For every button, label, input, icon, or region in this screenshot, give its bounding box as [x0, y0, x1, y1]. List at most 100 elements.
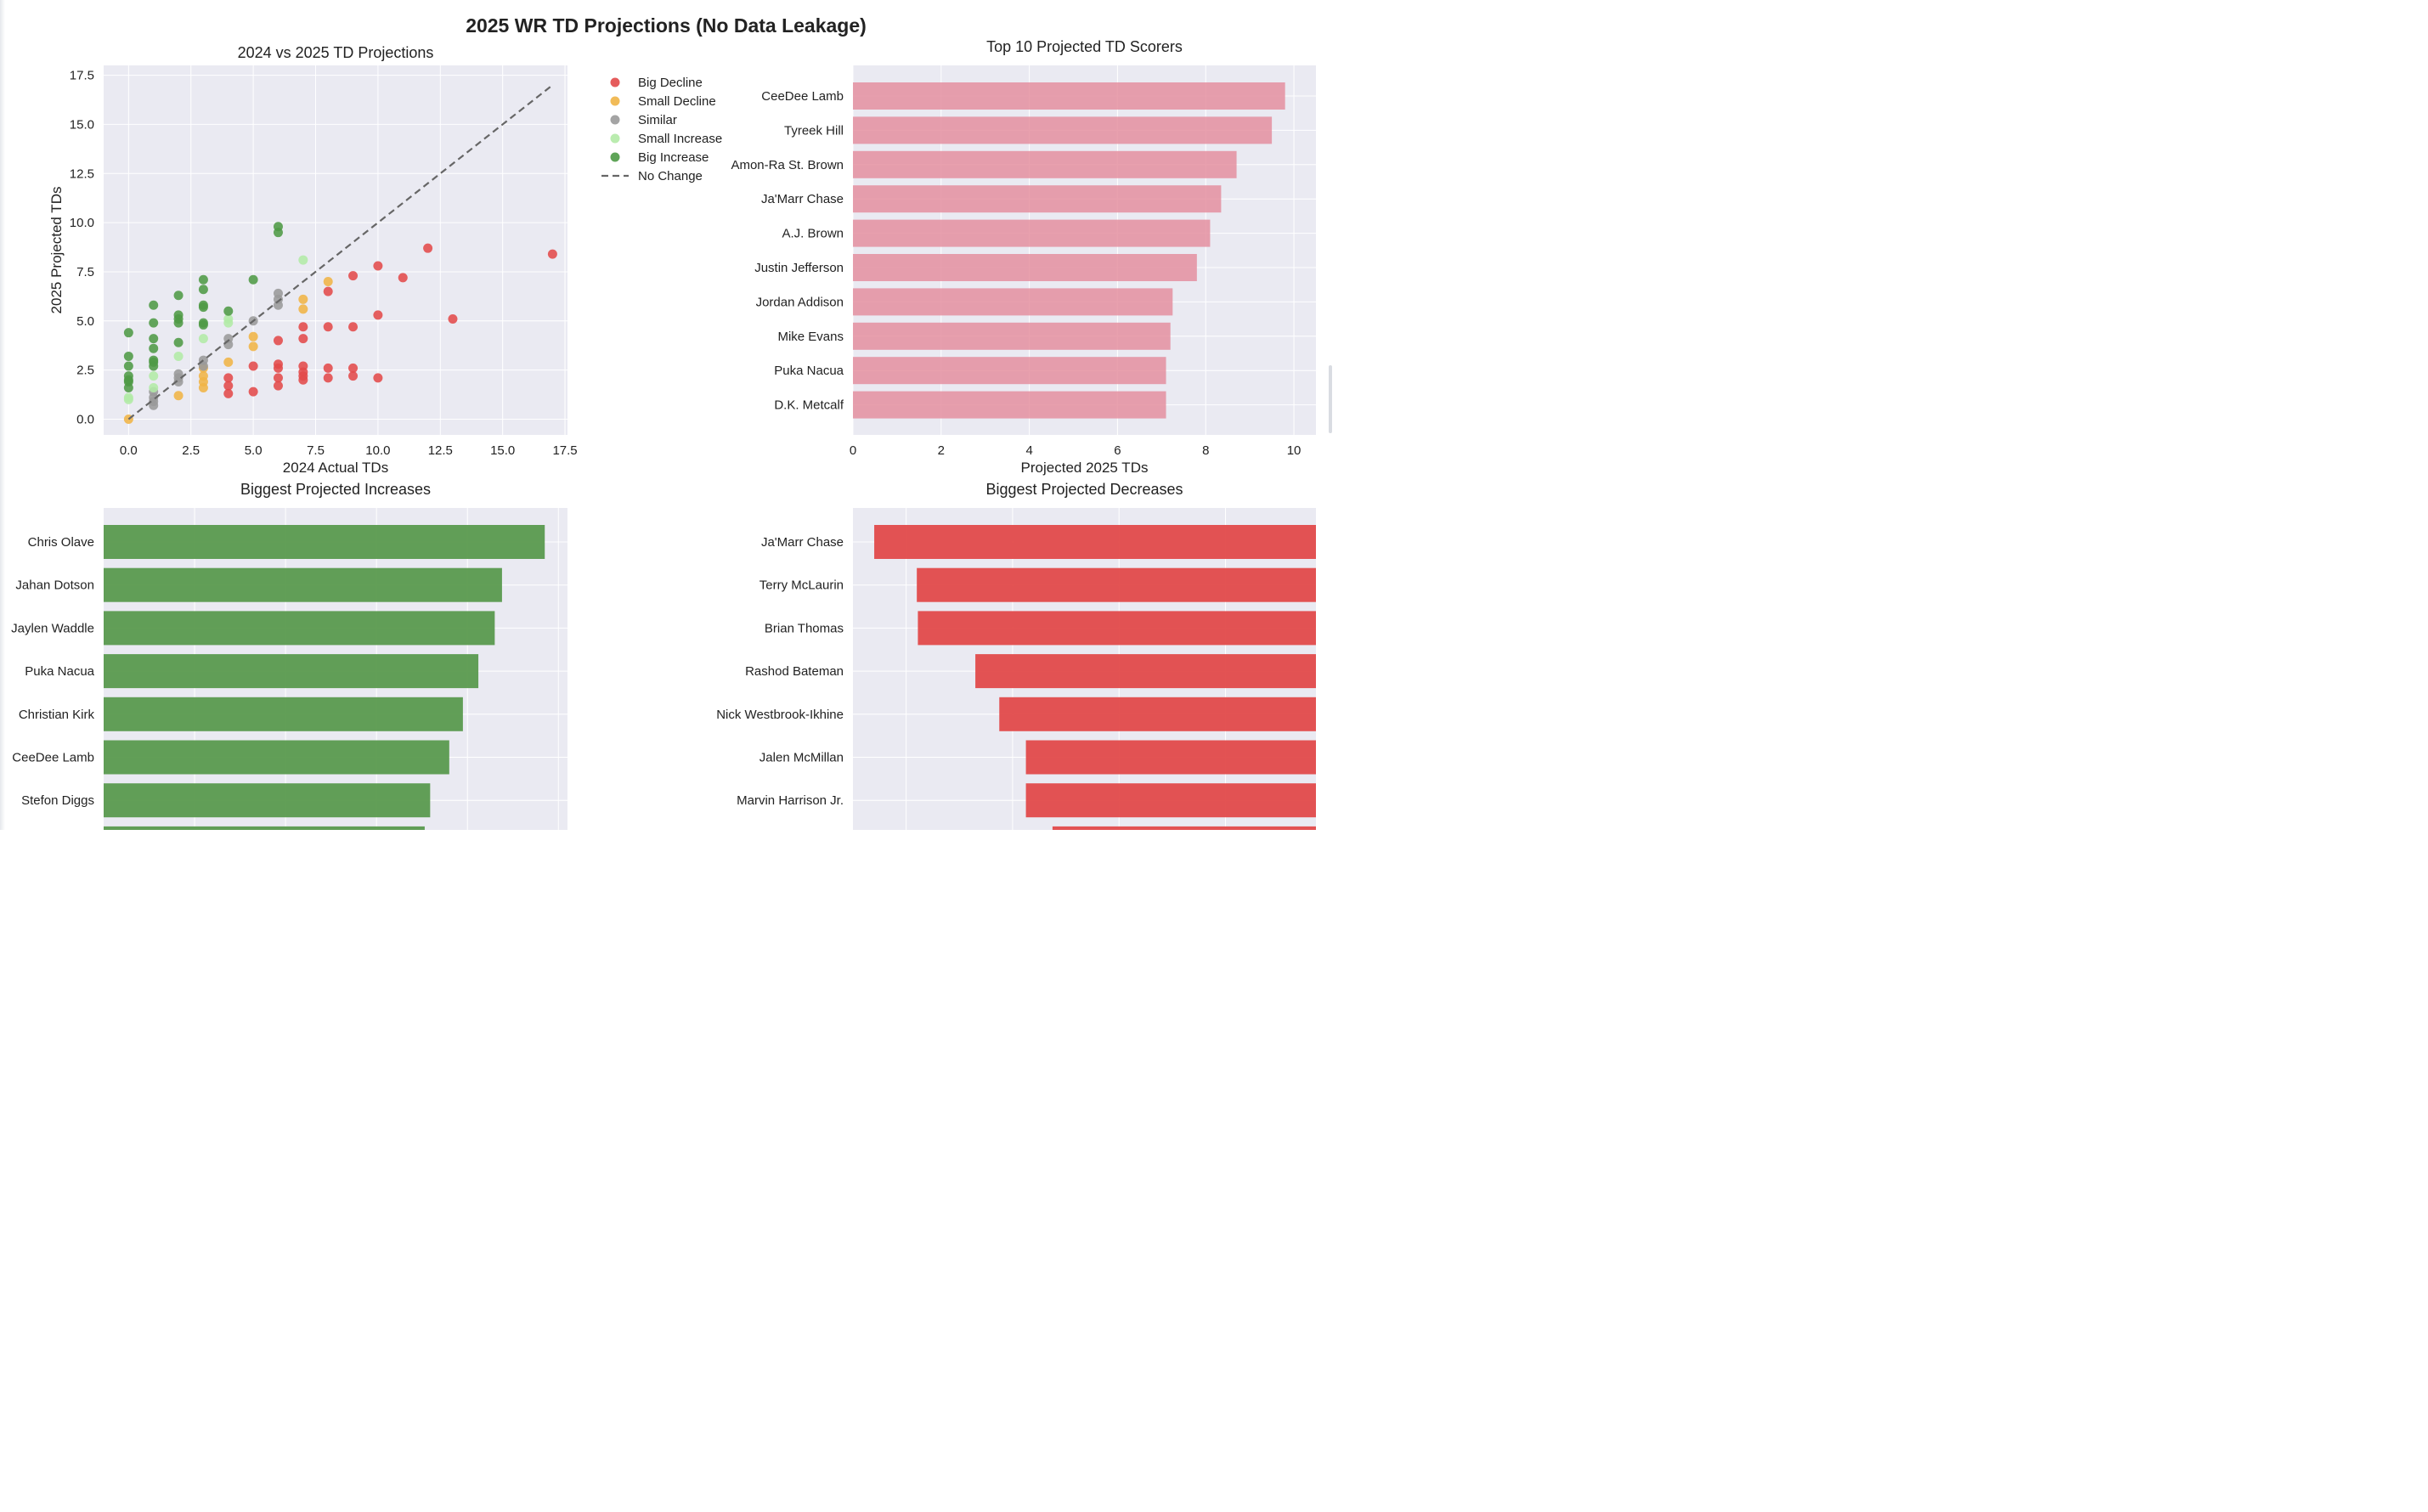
- category-label: Jalen McMillan: [759, 751, 844, 765]
- bar: [918, 611, 1316, 646]
- category-label: Justin Jefferson: [754, 261, 844, 275]
- category-label: Tyreek Hill: [784, 123, 844, 138]
- scatter-point: [223, 388, 234, 398]
- category-label: Brian Thomas: [765, 621, 844, 635]
- scatter-point: [123, 351, 133, 361]
- scatter-point: [323, 373, 333, 383]
- scatter-point: [273, 373, 283, 383]
- bar: [853, 82, 1285, 110]
- x-tick-label: 10: [1287, 443, 1302, 458]
- x-tick-label: 2.5: [182, 443, 200, 458]
- scatter-point: [123, 361, 133, 371]
- scatter-point: [173, 391, 184, 401]
- category-label: Christian Kirk: [19, 708, 95, 722]
- category-label: Nick Westbrook-Ikhine: [716, 708, 844, 722]
- category-label: Chris Olave: [28, 535, 94, 550]
- scatter-point: [198, 334, 208, 344]
- legend-marker: [610, 115, 620, 125]
- bar: [104, 783, 431, 818]
- bar: [975, 654, 1316, 689]
- y-axis-label: 2025 Projected TDs: [48, 187, 65, 314]
- scatter-point: [149, 300, 159, 310]
- legend-marker: [610, 77, 620, 87]
- category-label: A.J. Brown: [782, 227, 844, 241]
- legend-marker: [610, 133, 620, 144]
- scatter-point: [298, 304, 308, 314]
- figure: 2025 WR TD Projections (No Data Leakage)…: [11, 14, 1316, 830]
- scroll-thumb[interactable]: [1329, 365, 1332, 433]
- bar: [104, 611, 495, 646]
- scatter-panel: 0.0 2.5 5.0 7.5 10.0 12.5 15.0 17.5 0.0 2.5 5.0 7.5…: [48, 44, 578, 476]
- scatter-point: [198, 319, 208, 330]
- category-label: Stefon Diggs: [21, 793, 94, 808]
- scatter-point: [223, 381, 234, 391]
- bar: [1025, 740, 1316, 775]
- scatter-point: [547, 249, 557, 259]
- scatter-point: [123, 328, 133, 338]
- bar: [853, 288, 1173, 316]
- scatter-point: [273, 381, 283, 391]
- bar: [853, 357, 1166, 385]
- scatter-point: [123, 394, 133, 404]
- y-tick-label: 2.5: [76, 364, 94, 378]
- bar: [1025, 783, 1316, 818]
- scatter-point: [373, 373, 383, 383]
- scatter-point: [173, 337, 184, 347]
- legend-entry: Similar: [638, 113, 677, 127]
- scatter-point: [248, 341, 258, 352]
- x-axis-label: Projected 2025 TDs: [1021, 460, 1149, 476]
- x-tick-label: 0: [850, 443, 856, 458]
- scatter-point: [223, 357, 234, 367]
- x-tick-label: 7.5: [307, 443, 325, 458]
- scatter-point: [198, 285, 208, 295]
- bar: [853, 185, 1222, 213]
- bar: [853, 391, 1166, 419]
- x-tick-label: 4: [1025, 443, 1032, 458]
- scatter-point: [149, 361, 159, 371]
- scatter-point: [248, 331, 258, 341]
- scatter-point: [398, 273, 408, 283]
- y-tick-label: 12.5: [70, 166, 94, 181]
- scatter-point: [323, 363, 333, 373]
- x-tick-label: 8: [1202, 443, 1209, 458]
- scatter-point: [149, 400, 159, 410]
- scatter-point: [173, 318, 184, 328]
- bar: [104, 697, 463, 731]
- x-tick-label: 2: [938, 443, 945, 458]
- x-axis-label: 2024 Actual TDs: [283, 460, 388, 476]
- bar: [104, 654, 479, 689]
- y-tick-label: 17.5: [70, 69, 94, 83]
- y-tick-label: 10.0: [70, 216, 94, 230]
- bar: [917, 567, 1316, 602]
- scatter-legend: Big Decline Small Decline Similar Small Inc…: [601, 76, 722, 183]
- panel-title: Biggest Projected Increases: [240, 481, 431, 498]
- x-tick-label: 10.0: [365, 443, 390, 458]
- scatter-point: [323, 322, 333, 332]
- panel-title: Top 10 Projected TD Scorers: [986, 38, 1183, 55]
- panel-title: Biggest Projected Decreases: [985, 481, 1183, 498]
- category-label: Puka Nacua: [25, 664, 94, 679]
- scatter-point: [123, 382, 133, 392]
- bar: [853, 116, 1273, 144]
- category-label: Puka Nacua: [774, 364, 844, 378]
- scatter-point: [298, 334, 308, 344]
- scatter-point: [448, 313, 458, 324]
- scatter-point: [348, 322, 359, 332]
- no-change-line: [127, 84, 554, 420]
- scatter-point: [223, 318, 234, 328]
- scatter-point: [173, 377, 184, 387]
- category-label: Mike Evans: [777, 330, 844, 344]
- scatter-point: [373, 261, 383, 271]
- bar: [853, 219, 1211, 247]
- scatter-point: [149, 382, 159, 392]
- scatter-point: [223, 306, 234, 316]
- plot-area: [104, 65, 567, 435]
- scatter-point: [173, 351, 184, 361]
- legend-entry: Small Increase: [638, 132, 722, 146]
- bar: [104, 525, 545, 559]
- category-label: CeeDee Lamb: [761, 89, 844, 104]
- bar: [853, 150, 1237, 178]
- scatter-point: [373, 310, 383, 320]
- legend-marker: [610, 96, 620, 106]
- y-tick-label: 7.5: [76, 265, 94, 279]
